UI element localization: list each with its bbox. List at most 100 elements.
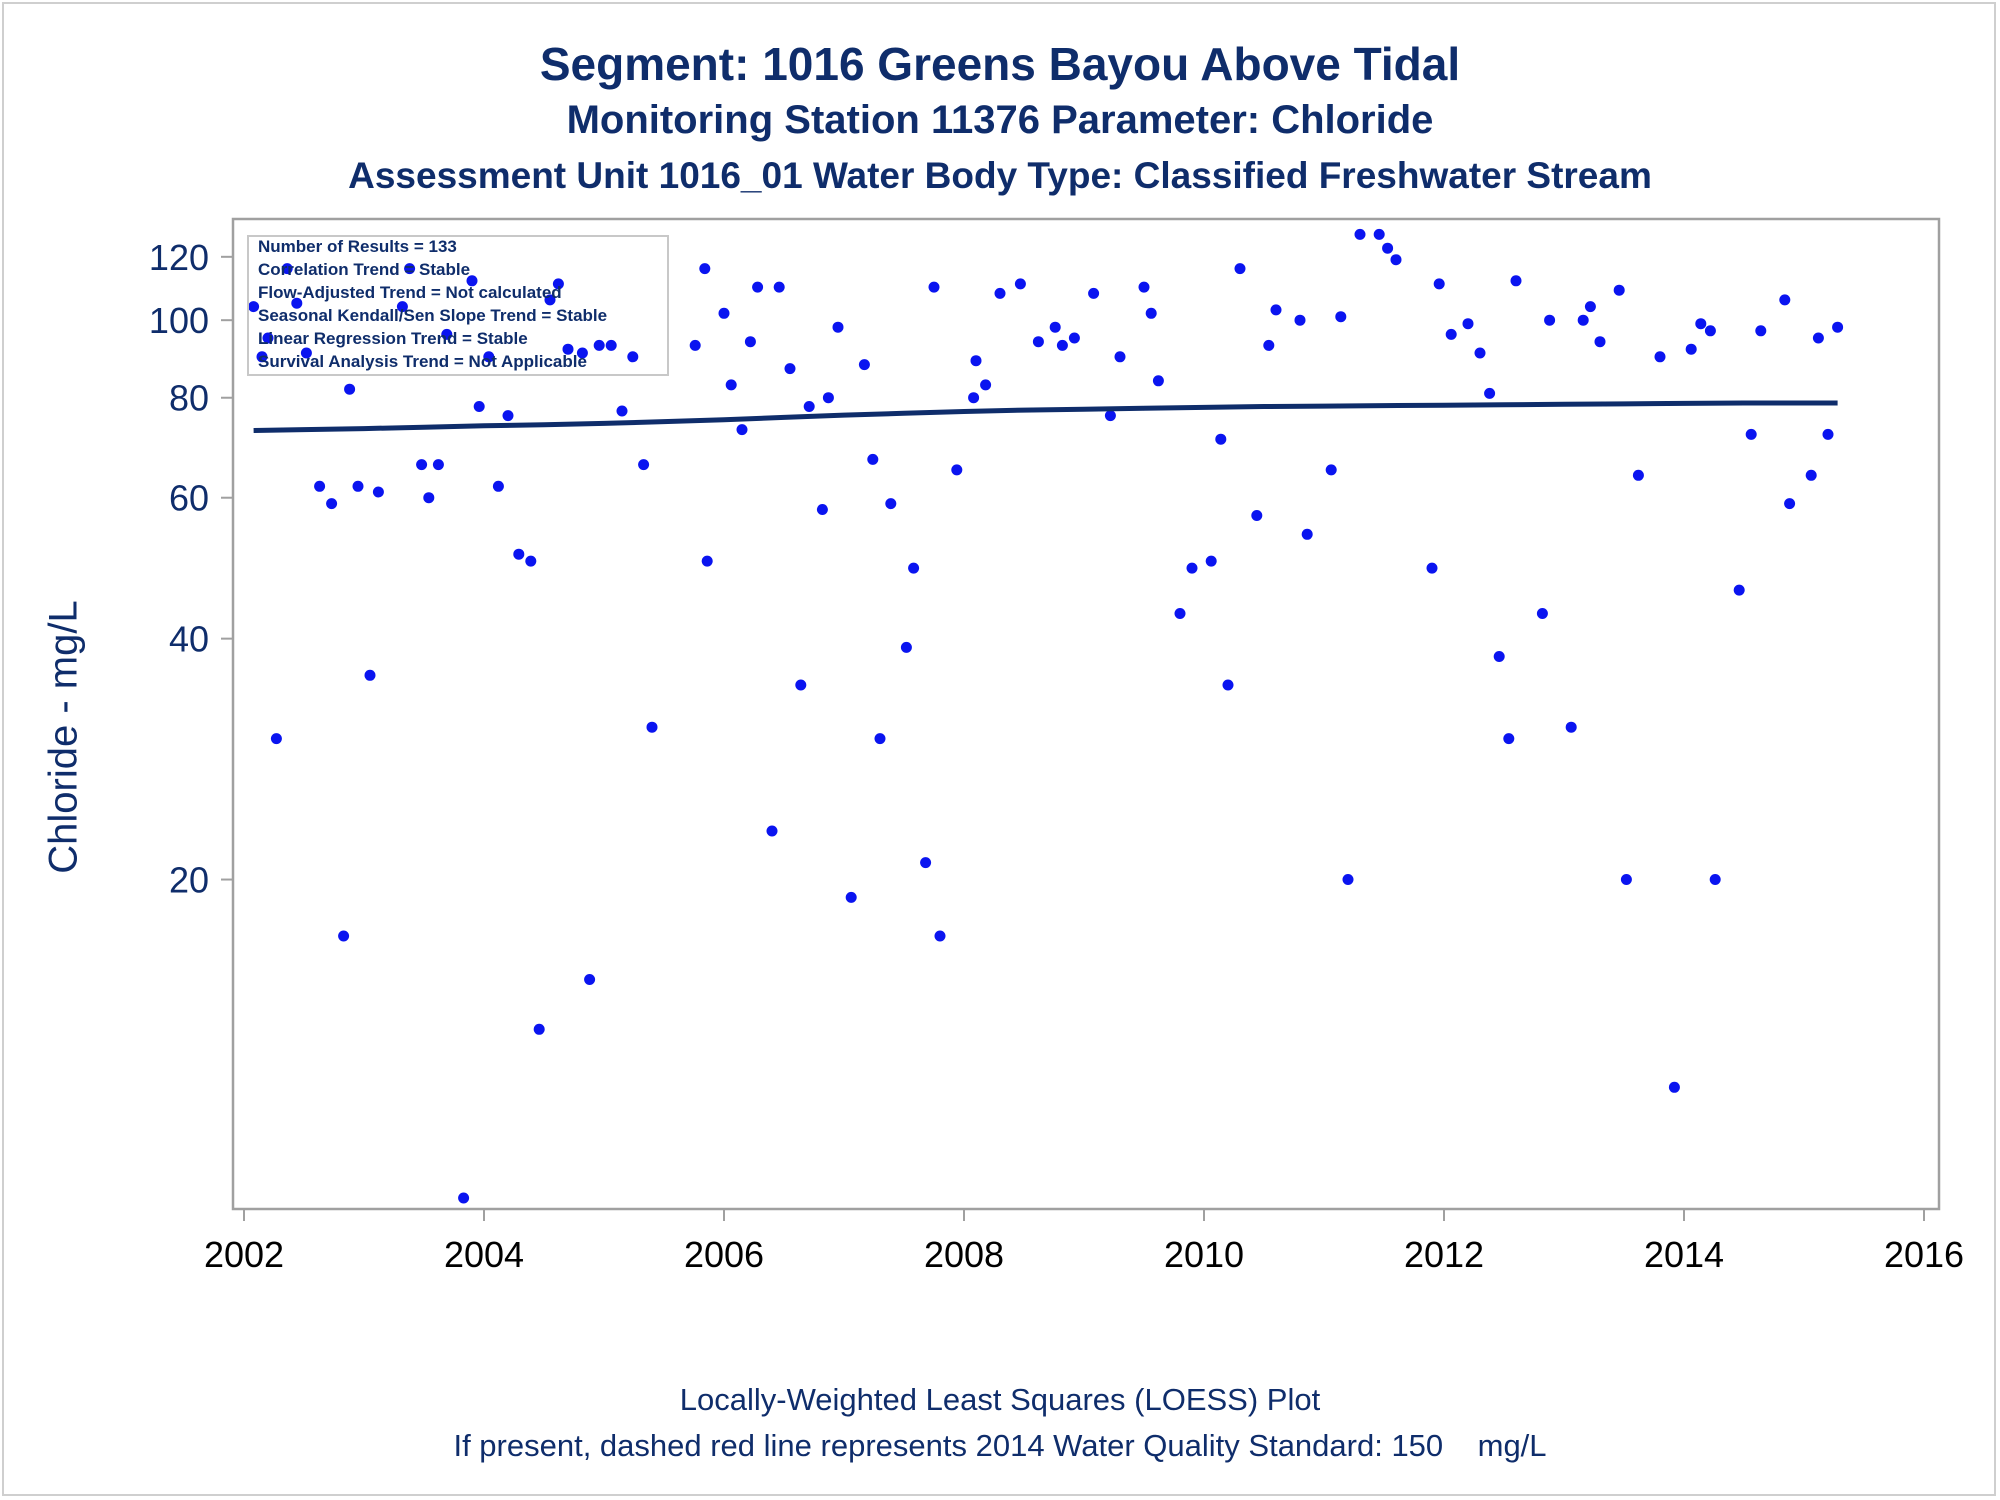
data-point <box>1301 528 1313 540</box>
data-point <box>638 459 650 471</box>
data-point <box>1822 428 1834 440</box>
data-point <box>270 733 282 745</box>
footer-plot-type: Locally-Weighted Least Squares (LOESS) P… <box>679 1382 1321 1417</box>
data-point <box>951 464 963 476</box>
data-point <box>885 498 897 510</box>
data-point <box>372 486 384 498</box>
data-point <box>1445 328 1457 340</box>
data-point <box>1704 325 1716 337</box>
data-point <box>1544 314 1556 326</box>
data-point <box>248 301 260 313</box>
data-point <box>1222 679 1234 691</box>
y-tick-label: 60 <box>169 478 209 519</box>
y-tick-label: 80 <box>169 378 209 419</box>
data-point <box>1104 410 1116 422</box>
data-point <box>718 307 730 319</box>
data-point <box>1474 347 1486 359</box>
data-point <box>1373 228 1385 240</box>
y-tick-label: 40 <box>169 619 209 660</box>
x-tick-label: 2002 <box>204 1234 284 1275</box>
data-point <box>1510 275 1522 287</box>
inset-seasonal-kendall-trend: Seasonal Kendall/Sen Slope Trend = Stabl… <box>258 306 608 325</box>
data-point <box>552 278 564 290</box>
data-point <box>616 405 628 417</box>
data-point <box>1174 608 1186 619</box>
data-point <box>784 363 796 375</box>
data-point <box>533 1023 545 1035</box>
data-point <box>473 401 485 412</box>
data-point <box>262 332 274 344</box>
data-point <box>525 555 537 567</box>
data-point <box>766 825 778 837</box>
data-point <box>1493 651 1505 662</box>
data-point <box>701 555 713 567</box>
data-point <box>1088 287 1100 299</box>
data-point <box>492 480 504 492</box>
data-point <box>483 351 495 363</box>
data-point <box>584 974 596 985</box>
data-point <box>1294 314 1306 326</box>
data-point <box>1565 721 1577 733</box>
data-point <box>1433 278 1445 290</box>
data-point <box>1145 307 1157 319</box>
y-tick-label: 20 <box>169 860 209 901</box>
data-point <box>1270 304 1282 316</box>
data-point <box>1426 562 1438 574</box>
data-point <box>1068 332 1080 344</box>
y-tick-label: 120 <box>149 237 209 278</box>
data-point <box>867 453 879 465</box>
data-point <box>970 355 982 367</box>
data-point <box>1215 433 1227 445</box>
data-point <box>404 263 416 275</box>
data-point <box>1263 339 1275 351</box>
data-point <box>423 492 435 504</box>
data-point <box>874 733 886 745</box>
data-point <box>466 275 478 287</box>
data-point <box>1503 733 1515 745</box>
inset-flow-adjusted-trend: Flow-Adjusted Trend = Not calculated <box>258 283 562 302</box>
data-point <box>1779 294 1791 306</box>
data-point <box>593 339 605 351</box>
data-point <box>773 281 785 293</box>
data-point <box>1812 332 1824 344</box>
x-tick-label: 2008 <box>924 1234 1004 1275</box>
data-point <box>352 480 364 492</box>
data-point <box>1784 498 1796 510</box>
data-point <box>1234 263 1246 275</box>
data-point <box>432 459 444 471</box>
chart-title: Segment: 1016 Greens Bayou Above Tidal <box>539 38 1461 90</box>
inset-number-of-results: Number of Results = 133 <box>258 237 457 256</box>
x-tick-label: 2014 <box>1644 1234 1724 1275</box>
data-point <box>1695 318 1707 330</box>
data-point <box>344 383 356 395</box>
trend-inset-box <box>247 235 669 376</box>
data-point <box>1186 562 1198 574</box>
data-point <box>513 548 525 560</box>
data-point <box>416 459 428 471</box>
inset-survival-analysis-trend: Survival Analysis Trend = Not Applicable <box>258 352 587 371</box>
data-point <box>256 351 268 363</box>
data-point <box>736 424 748 436</box>
data-point <box>1335 311 1347 323</box>
data-point <box>744 336 756 348</box>
data-point <box>1205 555 1217 567</box>
data-point <box>795 679 807 691</box>
data-point <box>1342 874 1354 885</box>
data-point <box>1390 254 1402 266</box>
data-point <box>1354 228 1366 240</box>
data-point <box>1594 336 1606 348</box>
data-point <box>1056 339 1068 351</box>
data-point <box>338 930 350 942</box>
data-point <box>1709 874 1721 885</box>
x-tick-label: 2016 <box>1884 1234 1964 1275</box>
data-point <box>396 301 408 313</box>
chart-subtitle-assessment: Assessment Unit 1016_01 Water Body Type:… <box>348 155 1652 196</box>
data-point <box>605 339 617 351</box>
data-point <box>544 294 556 306</box>
data-point <box>1632 469 1644 481</box>
data-point <box>1462 318 1474 330</box>
data-point <box>1654 351 1666 363</box>
data-point <box>1685 343 1697 355</box>
data-point <box>1620 874 1632 885</box>
